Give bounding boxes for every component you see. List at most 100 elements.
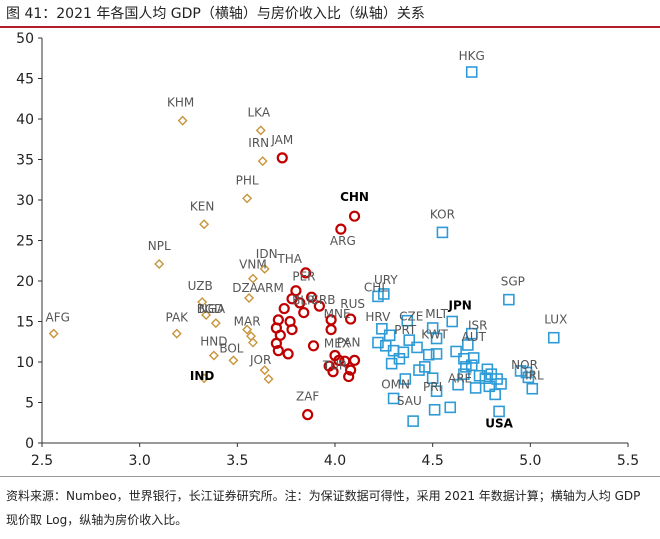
point-label: UZB (188, 279, 213, 293)
point-circle (345, 313, 357, 325)
point-label: AFG (46, 311, 70, 325)
point-label: MNE (324, 307, 351, 321)
point-diamond (247, 337, 258, 348)
point-diamond (257, 156, 268, 167)
point-label: LKA (247, 105, 270, 119)
point-label: LUX (544, 313, 567, 327)
point-square (428, 403, 441, 416)
point-square (465, 359, 478, 372)
point-diamond (171, 328, 182, 339)
point-label: TUR (322, 359, 347, 373)
point-square (446, 315, 459, 328)
point-label: KHM (167, 96, 194, 110)
point-square (401, 314, 414, 327)
point-square (467, 352, 480, 364)
y-tick-label: 30 (16, 193, 34, 209)
point-label: CZE (399, 310, 423, 324)
point-label: PRI (423, 380, 442, 394)
point-diamond (48, 328, 59, 339)
point-circle (298, 306, 310, 319)
point-label: IND (190, 369, 215, 383)
point-circle (345, 364, 357, 376)
y-tick-label: 15 (16, 315, 34, 331)
point-square (426, 372, 439, 385)
point-label: HND (200, 335, 227, 349)
source-note: 资料来源：Numbeo，世界银行，长江证券研究所。注：为保证数据可得性，采用 2… (6, 489, 641, 527)
point-label: MAR (234, 315, 261, 329)
point-diamond (259, 365, 270, 376)
point-square (387, 392, 400, 405)
point-label: PER (292, 270, 315, 284)
point-label: BOL (219, 341, 243, 355)
point-label: DZA (232, 281, 258, 295)
point-square (460, 361, 472, 373)
point-label: KOR (430, 207, 455, 221)
point-label: IDN (256, 247, 278, 261)
point-label: ARG (330, 234, 356, 248)
point-diamond (199, 219, 210, 230)
point-label: ZAF (296, 390, 319, 404)
point-circle (302, 409, 314, 421)
point-square (547, 331, 560, 344)
point-square (385, 357, 398, 370)
point-square (479, 372, 492, 385)
point-label: HRV (365, 310, 391, 324)
point-circle (348, 354, 361, 366)
point-label: PAN (337, 336, 361, 350)
point-circle (278, 302, 290, 315)
point-label: THA (276, 252, 302, 266)
point-square (450, 345, 462, 358)
point-label: CHL (364, 280, 388, 294)
point-label: OMN (381, 377, 410, 391)
point-square (422, 348, 435, 361)
point-label: BGD (197, 302, 224, 316)
point-square (397, 346, 410, 359)
point-square (419, 361, 431, 373)
x-tick-label: 3.5 (226, 453, 248, 469)
point-diamond (154, 259, 165, 269)
point-circle (294, 297, 306, 309)
x-tick-label: 3.0 (129, 453, 151, 469)
point-label: HKG (459, 49, 485, 63)
point-label: ARM (257, 281, 284, 295)
x-tick-label: 2.5 (31, 453, 53, 469)
y-tick-label: 50 (16, 31, 34, 47)
point-label: JOR (249, 353, 271, 367)
point-square (458, 368, 470, 380)
point-label: MEX (324, 337, 350, 351)
point-square (526, 382, 539, 395)
point-diamond (210, 318, 221, 329)
point-label: SGP (501, 275, 525, 289)
point-label: SAU (397, 394, 422, 408)
point-square (489, 388, 501, 401)
y-tick-label: 40 (16, 112, 34, 128)
point-square (473, 369, 486, 382)
point-square (399, 373, 412, 385)
point-diamond (201, 310, 212, 321)
point-circle (313, 300, 325, 312)
point-label: NOR (511, 358, 538, 372)
y-tick-label: 10 (16, 355, 34, 371)
point-square (469, 382, 482, 394)
point-circle (327, 366, 339, 378)
point-square (430, 332, 443, 345)
point-square (465, 66, 478, 78)
point-square (503, 293, 515, 306)
point-square (430, 385, 443, 397)
point-label: PHL (236, 173, 259, 187)
footnote-rule (0, 476, 660, 477)
point-square (444, 401, 457, 414)
point-circle (286, 324, 298, 336)
point-square (522, 371, 535, 384)
point-diamond (263, 374, 274, 384)
point-diamond (208, 350, 219, 361)
point-square (483, 380, 496, 393)
point-diamond (228, 355, 239, 366)
point-circle (333, 354, 345, 366)
point-circle (307, 340, 320, 352)
point-circle (305, 291, 318, 303)
point-label: AUT (462, 330, 487, 344)
point-square (372, 290, 384, 303)
point-square (407, 415, 419, 427)
point-label: IRL (525, 368, 544, 382)
